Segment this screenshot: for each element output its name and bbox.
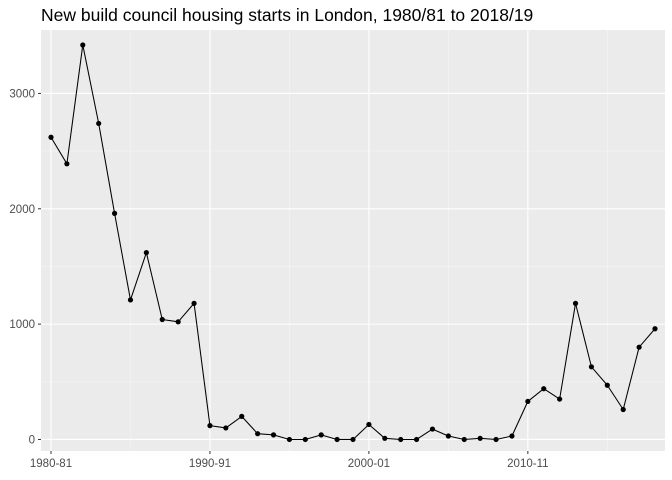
- line-segment: [495, 435, 513, 440]
- y-tick-label: 0: [29, 434, 35, 446]
- line-segment: [129, 252, 147, 301]
- data-point: [588, 364, 595, 370]
- data-point: [413, 436, 420, 443]
- data-point: [286, 436, 293, 443]
- data-point: [445, 433, 451, 439]
- line-segment: [162, 318, 179, 323]
- y-tick-label: 3000: [9, 88, 35, 100]
- data-point: [636, 344, 642, 350]
- data-point: [398, 436, 404, 443]
- line-segment: [82, 44, 100, 124]
- line-segment: [464, 437, 481, 440]
- data-point: [541, 386, 547, 392]
- data-point: [111, 210, 118, 216]
- line-segment: [305, 434, 322, 440]
- series-line: [50, 44, 656, 440]
- data-point: [127, 297, 134, 303]
- line-segment: [177, 303, 195, 323]
- data-point: [652, 326, 658, 332]
- data-point: [509, 433, 515, 439]
- line-segment: [559, 303, 577, 400]
- line-segment: [257, 433, 274, 436]
- line-segment: [527, 388, 545, 402]
- line-segment: [98, 123, 116, 214]
- data-point: [604, 382, 610, 388]
- data-point: [493, 436, 499, 443]
- data-point: [239, 413, 245, 419]
- line-segment: [622, 347, 640, 410]
- data-point: [620, 406, 626, 413]
- line-segment: [225, 415, 243, 429]
- line-segment: [448, 435, 465, 440]
- data-point: [477, 435, 483, 441]
- data-point: [366, 421, 372, 428]
- minor-gridlines: [41, 30, 665, 451]
- line-segment: [606, 384, 624, 410]
- x-tick-label: 1990-91: [189, 458, 231, 470]
- line-segment: [209, 425, 226, 429]
- data-point: [143, 250, 149, 256]
- data-point: [461, 436, 467, 443]
- data-point: [48, 134, 54, 140]
- data-point: [429, 426, 436, 432]
- line-segment: [543, 388, 560, 400]
- data-point: [191, 300, 197, 306]
- series-points: [48, 42, 658, 443]
- data-point: [382, 435, 388, 441]
- line-segment: [321, 434, 338, 440]
- y-tick-label: 2000: [9, 204, 35, 216]
- plot-panel: [41, 30, 665, 451]
- data-point: [255, 431, 261, 437]
- data-point: [207, 423, 213, 429]
- chart-title: New build council housing starts in Lond…: [41, 5, 534, 25]
- line-segment: [241, 416, 259, 435]
- major-gridlines: [41, 30, 665, 451]
- line-segment: [66, 44, 84, 164]
- line-segment: [511, 401, 529, 437]
- line-segment: [480, 437, 497, 440]
- data-point: [557, 396, 563, 402]
- data-point: [96, 120, 102, 127]
- line-segment: [273, 434, 290, 440]
- line-segment: [193, 303, 211, 426]
- x-tick-label: 2010-11: [507, 458, 548, 470]
- data-point: [223, 425, 229, 431]
- line-segment: [50, 136, 68, 165]
- line-segment: [384, 437, 401, 440]
- data-point: [270, 432, 277, 438]
- data-point: [572, 300, 579, 306]
- data-point: [318, 432, 324, 438]
- data-point: [525, 398, 531, 405]
- data-point: [80, 42, 86, 48]
- data-point: [334, 436, 340, 443]
- line-segment: [638, 328, 656, 348]
- line-segment: [591, 366, 608, 386]
- line-segment: [145, 252, 163, 320]
- line-segment: [352, 424, 370, 440]
- x-axis: 1980-81 1990-91 2000-01 2010-11: [30, 451, 549, 470]
- data-point: [159, 316, 165, 323]
- x-tick-label: 2000-01: [348, 458, 390, 470]
- line-segment: [416, 428, 433, 440]
- y-tick-label: 1000: [9, 319, 35, 331]
- data-point: [302, 436, 308, 443]
- y-axis: 0 1000 2000 3000: [9, 88, 41, 446]
- data-point: [64, 161, 70, 167]
- x-tick-label: 1980-81: [30, 458, 72, 470]
- line-segment: [114, 213, 131, 300]
- data-point: [175, 319, 181, 325]
- line-segment: [575, 303, 592, 367]
- line-segment: [432, 428, 449, 437]
- line-segment: [368, 424, 386, 439]
- data-point: [350, 436, 356, 443]
